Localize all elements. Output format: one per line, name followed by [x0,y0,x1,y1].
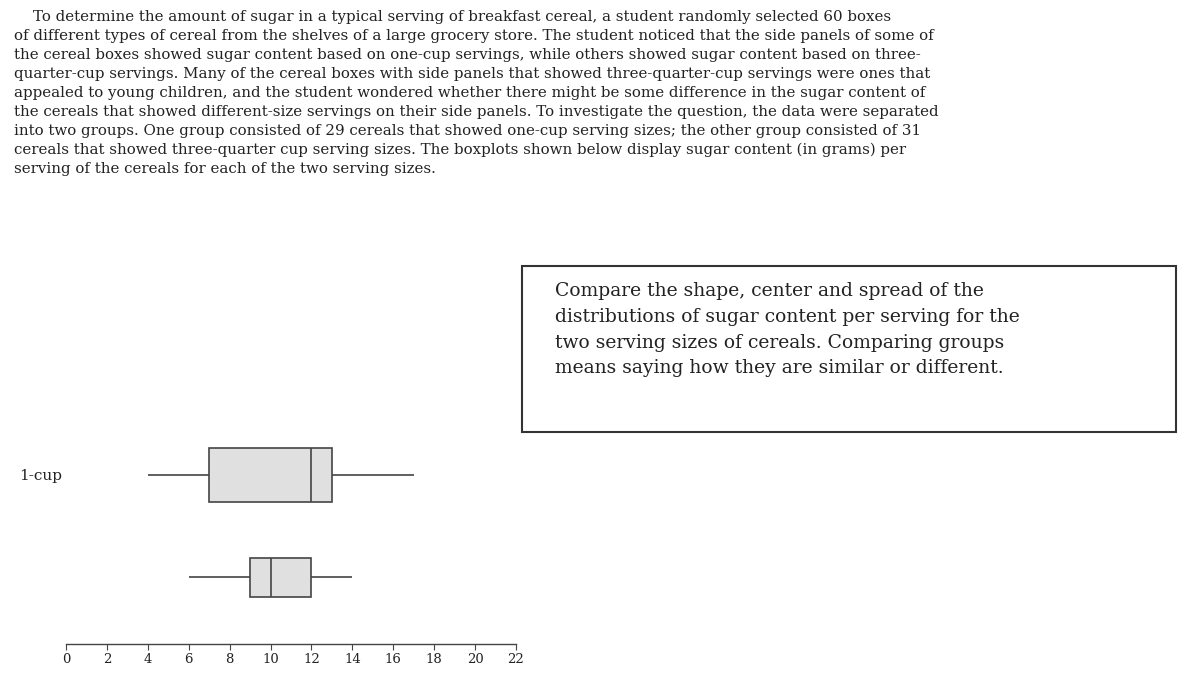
FancyBboxPatch shape [522,266,1176,432]
Text: Compare the shape, center and spread of the
distributions of sugar content per s: Compare the shape, center and spread of … [554,282,1020,377]
Text: To determine the amount of sugar in a typical serving of breakfast cereal, a stu: To determine the amount of sugar in a ty… [14,10,940,176]
FancyBboxPatch shape [209,448,332,501]
FancyBboxPatch shape [250,558,312,597]
